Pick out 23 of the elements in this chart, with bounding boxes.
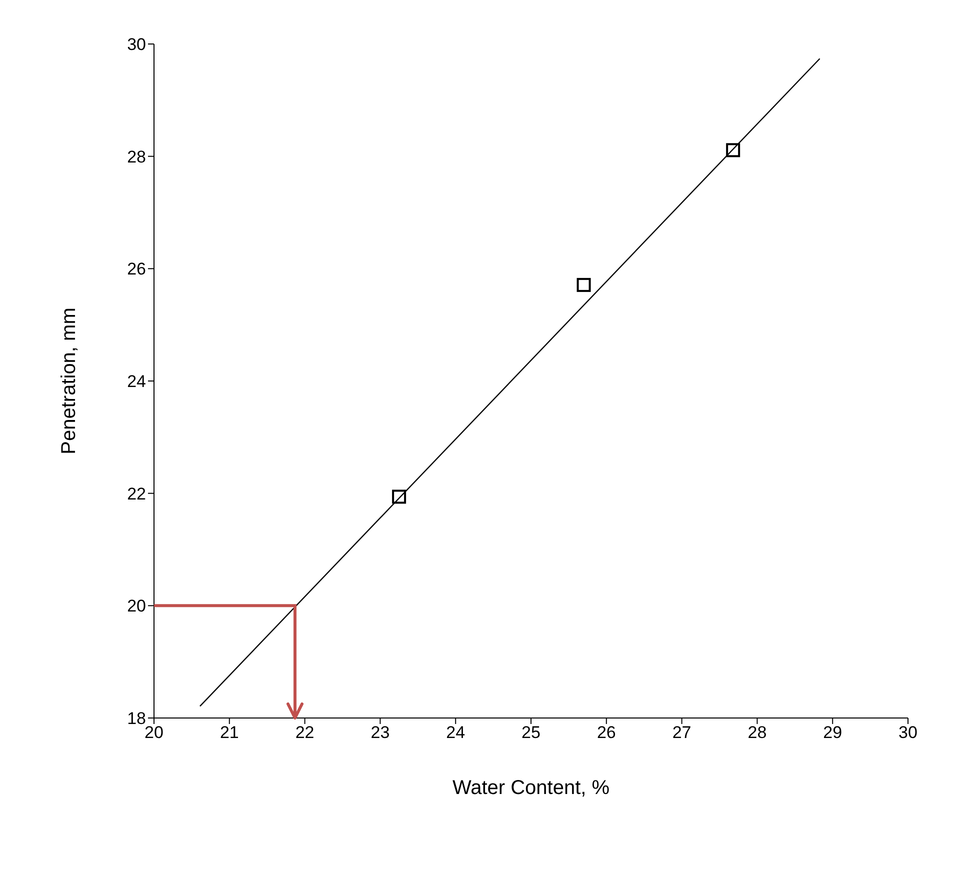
y-tick-label: 22 bbox=[127, 484, 146, 504]
x-tick-label: 25 bbox=[522, 723, 540, 742]
x-tick-label: 26 bbox=[596, 723, 616, 742]
point bbox=[726, 143, 740, 158]
x-tick-label: 21 bbox=[220, 723, 239, 742]
x-tick-label: 27 bbox=[672, 723, 692, 742]
x-tick-label: 22 bbox=[295, 723, 314, 742]
x-tick-label: 24 bbox=[446, 723, 466, 742]
x-tick-label: 30 bbox=[898, 723, 918, 742]
x-axis-title: Water Content, % bbox=[452, 777, 610, 799]
y-tick-label: 28 bbox=[127, 147, 146, 166]
point bbox=[392, 490, 406, 504]
y-tick-label: 26 bbox=[127, 260, 146, 279]
x-tick-label: 29 bbox=[823, 723, 842, 742]
x-tick-label: 23 bbox=[370, 723, 390, 742]
x-tick-label: 28 bbox=[748, 723, 767, 742]
y-tick-label: 24 bbox=[127, 372, 146, 392]
y-axis-title: Penetration, mm bbox=[58, 308, 80, 454]
y-tick-label: 30 bbox=[127, 35, 146, 54]
y-tick-label: 20 bbox=[127, 596, 146, 616]
x-tick-label: 20 bbox=[144, 723, 164, 742]
point bbox=[576, 278, 591, 292]
y-tick-label: 18 bbox=[127, 709, 146, 728]
